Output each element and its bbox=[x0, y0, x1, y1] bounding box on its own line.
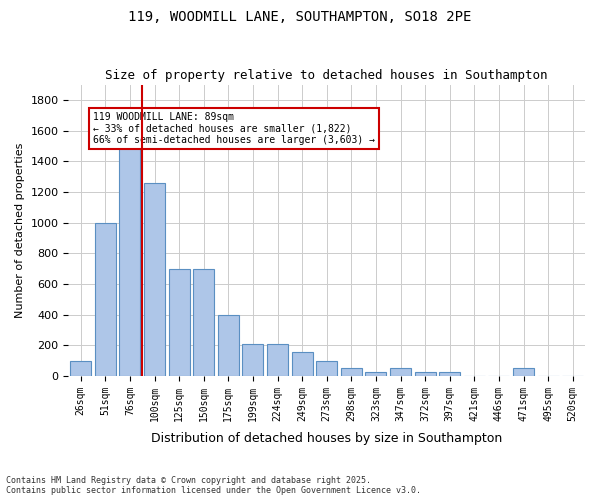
Bar bbox=[390, 368, 411, 376]
Bar bbox=[415, 372, 436, 376]
Bar bbox=[242, 344, 263, 376]
Title: Size of property relative to detached houses in Southampton: Size of property relative to detached ho… bbox=[106, 69, 548, 82]
Text: Contains HM Land Registry data © Crown copyright and database right 2025.
Contai: Contains HM Land Registry data © Crown c… bbox=[6, 476, 421, 495]
Bar bbox=[267, 344, 288, 376]
Bar bbox=[292, 352, 313, 376]
Bar bbox=[365, 372, 386, 376]
Bar bbox=[341, 368, 362, 376]
Text: 119, WOODMILL LANE, SOUTHAMPTON, SO18 2PE: 119, WOODMILL LANE, SOUTHAMPTON, SO18 2P… bbox=[128, 10, 472, 24]
Bar bbox=[316, 360, 337, 376]
Bar bbox=[439, 372, 460, 376]
Bar bbox=[70, 360, 91, 376]
Bar bbox=[144, 182, 165, 376]
Bar bbox=[513, 368, 534, 376]
X-axis label: Distribution of detached houses by size in Southampton: Distribution of detached houses by size … bbox=[151, 432, 502, 445]
Bar bbox=[193, 268, 214, 376]
Y-axis label: Number of detached properties: Number of detached properties bbox=[15, 142, 25, 318]
Bar bbox=[95, 222, 116, 376]
Bar bbox=[218, 314, 239, 376]
Bar bbox=[169, 268, 190, 376]
Text: 119 WOODMILL LANE: 89sqm
← 33% of detached houses are smaller (1,822)
66% of sem: 119 WOODMILL LANE: 89sqm ← 33% of detach… bbox=[93, 112, 375, 146]
Bar bbox=[119, 146, 140, 376]
